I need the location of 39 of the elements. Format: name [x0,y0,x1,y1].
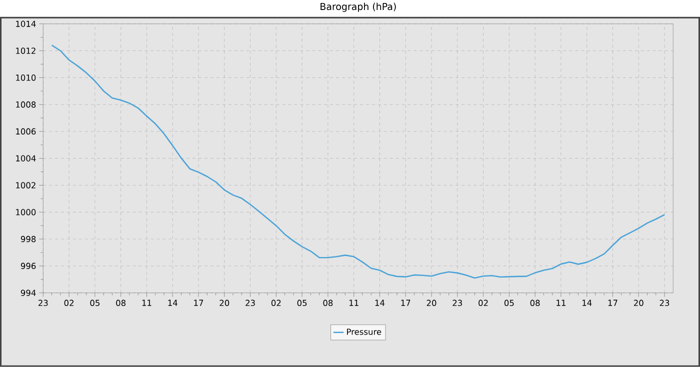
x-tick-label: 02 [478,300,488,306]
legend-label: Pressure [347,328,382,335]
x-tick-label: 14 [168,300,178,306]
x-tick-label: 14 [582,300,592,306]
x-tick-label: 02 [271,300,281,306]
x-tick-label: 14 [375,300,385,306]
x-tick-label: 20 [426,300,436,306]
y-tick-label: 1000 [16,209,36,216]
x-tick-label: 08 [530,300,540,306]
y-tick-label: 996 [20,262,36,270]
x-tick-label: 08 [323,300,333,306]
y-tick-label: 994 [20,290,36,296]
x-tick-label: 08 [116,300,126,306]
x-tick-label: 02 [64,300,74,306]
line-series [51,44,666,279]
x-tick-label: 11 [556,300,566,306]
x-tick-label: 17 [194,300,204,306]
x-tick-label: 11 [142,300,152,306]
x-tick-label: 23 [452,300,462,306]
x-tick-label: 23 [246,300,255,306]
x-tick-label: 17 [401,300,410,306]
y-tick-label: 1012 [16,48,36,54]
x-tick-label: 20 [220,300,230,306]
y-tick-label: 1014 [16,20,36,28]
x-tick-label: 23 [660,300,670,306]
x-tick-label: 17 [608,300,618,306]
x-tick-label: 05 [90,300,100,306]
y-tick-label: 1010 [16,74,36,81]
x-tick-label: 05 [297,300,307,306]
y-tick-label: 998 [20,236,36,242]
x-tick-label: 20 [634,300,644,306]
y-tick-label: 1008 [16,102,36,108]
y-tick-label: 1004 [16,155,36,162]
y-tick-label: 1002 [16,182,36,188]
x-tick-label: 11 [349,300,358,306]
x-tick-label: 05 [504,300,514,306]
x-tick-label: 23 [38,300,48,306]
y-tick-label: 1006 [16,128,36,135]
chart-title: Barograph (hPa) [320,2,396,12]
